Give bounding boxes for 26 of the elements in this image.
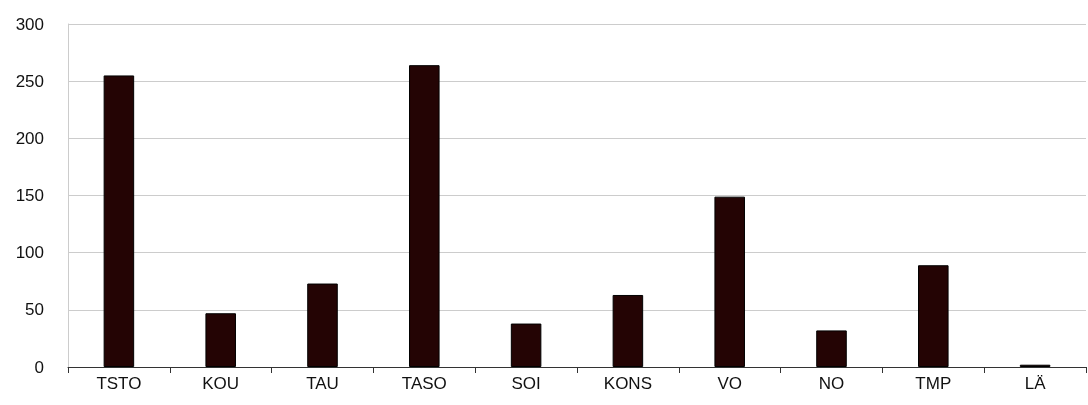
x-tick-label: TASO: [401, 374, 447, 393]
bar: [612, 294, 644, 367]
bar: [205, 313, 236, 367]
bar: [307, 283, 338, 367]
bar: [103, 75, 135, 367]
x-tick-label: KONS: [603, 374, 652, 393]
x-tick-label: TMP: [915, 374, 952, 393]
y-tick-label: 300: [15, 14, 44, 34]
y-tick-label: 100: [15, 243, 44, 263]
y-tick-label: 150: [15, 186, 44, 205]
x-tick-label: KOU: [202, 374, 240, 393]
bar: [918, 265, 949, 367]
y-tick-label: 0: [34, 357, 44, 377]
bar: [510, 323, 542, 367]
bar: [816, 330, 847, 367]
y-tick-label: 250: [15, 71, 44, 91]
y-tick-label: 50: [25, 300, 44, 320]
bar: [714, 196, 745, 367]
x-tick-label: TSTO: [96, 374, 142, 393]
x-tick-label: SOI: [511, 374, 541, 393]
x-tick-label: VO: [717, 374, 742, 393]
x-tick-label: NO: [818, 374, 845, 393]
y-tick-label: 200: [15, 128, 44, 148]
x-tick-label: TAU: [306, 374, 339, 393]
bar: [409, 65, 440, 367]
x-tick-label: LÄ: [1024, 374, 1047, 393]
